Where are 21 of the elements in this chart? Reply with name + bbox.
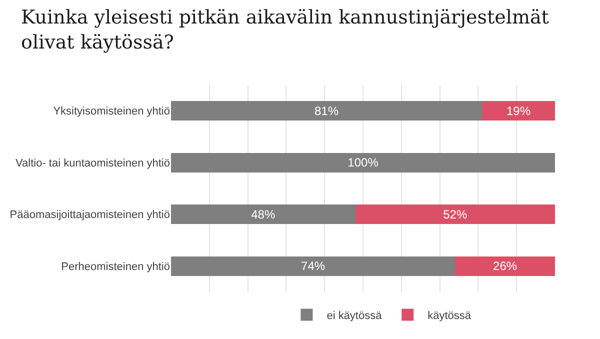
data-label: 74% bbox=[301, 259, 326, 274]
y-tick-label: Perheomisteinen yhtiö bbox=[61, 260, 170, 273]
bar bbox=[171, 152, 555, 172]
bar bbox=[482, 101, 555, 121]
data-label: 48% bbox=[251, 207, 276, 222]
y-tick-label: Pääomasijoittajaomisteinen yhtiö bbox=[10, 209, 170, 222]
data-label: 26% bbox=[493, 259, 518, 274]
data-label: 19% bbox=[506, 104, 531, 118]
bar bbox=[455, 256, 555, 276]
bar bbox=[355, 204, 555, 224]
y-tick-label: Valtio- tai kuntaomisteinen yhtiö bbox=[16, 157, 170, 170]
bar bbox=[171, 204, 356, 224]
legend-label: ei käytössä bbox=[326, 310, 383, 322]
legend-label: käytössä bbox=[428, 310, 472, 322]
data-label: 52% bbox=[443, 207, 468, 222]
y-tick-label: Yksityisomisteinen yhtiö bbox=[53, 106, 170, 118]
data-label: 81% bbox=[314, 104, 339, 118]
data-label: 100% bbox=[348, 156, 379, 170]
bar bbox=[171, 256, 456, 276]
bar bbox=[171, 101, 482, 121]
chart-title: Kuinka yleisesti pitkän aikavälin kannustinjärjestelmät olivat käytössä? bbox=[21, 6, 550, 54]
